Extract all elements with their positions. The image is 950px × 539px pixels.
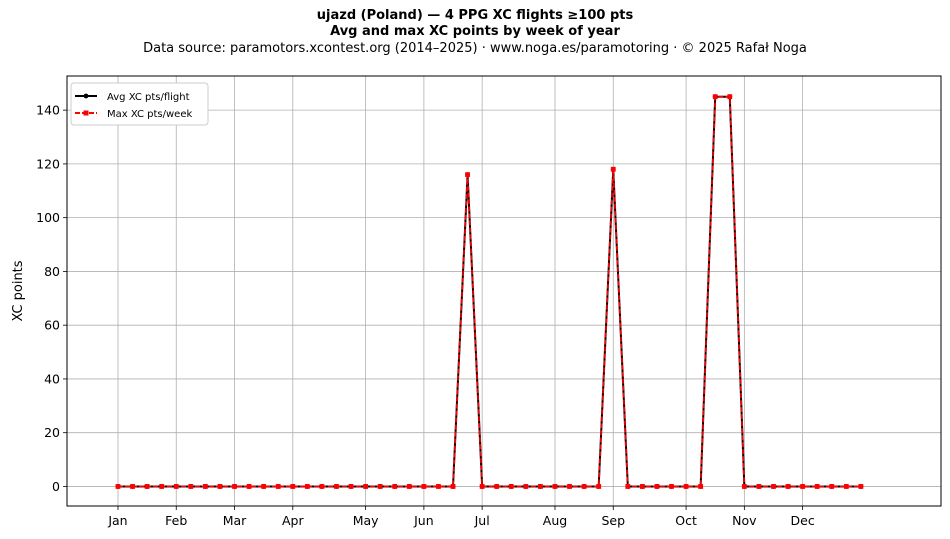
- max-point: [159, 484, 165, 489]
- series-avg-xc-pts-per-flight: [115, 94, 864, 489]
- max-point: [683, 484, 689, 489]
- x-tick-label: Sep: [601, 513, 625, 528]
- max-point: [130, 484, 135, 489]
- max-point: [596, 484, 602, 489]
- max-point: [115, 484, 121, 489]
- max-point: [188, 484, 194, 489]
- max-point: [654, 484, 660, 489]
- max-point: [843, 484, 849, 489]
- max-point: [421, 484, 427, 489]
- max-point: [348, 484, 354, 489]
- max-point: [552, 484, 558, 489]
- max-point: [698, 484, 704, 489]
- max-series-line: [117, 95, 861, 488]
- max-point: [610, 166, 616, 172]
- legend-max-marker: [83, 110, 89, 116]
- legend-max-label: Max XC pts/week: [107, 109, 192, 120]
- max-point: [785, 484, 791, 489]
- data-source-note: Data source: paramotors.xcontest.org (20…: [143, 41, 807, 56]
- max-point: [465, 172, 470, 178]
- y-tick-label: 60: [44, 318, 60, 333]
- max-point: [392, 484, 398, 489]
- max-point: [523, 484, 529, 489]
- max-point: [858, 484, 864, 489]
- chart-title: ujazd (Poland) — 4 PPG XC flights ≥100 p…: [316, 8, 634, 23]
- series-max-xc-pts-per-week: [115, 94, 864, 489]
- max-point: [406, 484, 412, 489]
- max-point: [377, 484, 383, 489]
- max-point: [290, 484, 296, 489]
- y-tick-label: 120: [36, 156, 60, 171]
- max-point: [581, 484, 587, 489]
- chart-titles: ujazd (Poland) — 4 PPG XC flights ≥100 p…: [0, 8, 950, 58]
- x-tick-label: Apr: [282, 513, 304, 528]
- plot-frame: [66, 75, 942, 507]
- y-axis-label: XC points: [11, 260, 26, 321]
- max-point: [771, 484, 776, 489]
- max-point: [450, 484, 456, 489]
- max-point: [800, 484, 806, 489]
- max-point: [232, 484, 237, 489]
- max-point: [363, 484, 369, 489]
- avg-series-line: [117, 95, 861, 488]
- x-tick-label: Oct: [675, 513, 697, 528]
- max-point: [202, 484, 208, 489]
- legend-avg-label: Avg XC pts/flight: [107, 92, 190, 103]
- max-point: [173, 484, 179, 489]
- legend-avg-marker: [83, 93, 89, 99]
- max-point: [756, 484, 762, 489]
- max-point: [217, 484, 223, 489]
- y-tick-label: 20: [44, 425, 60, 440]
- series-layer: [115, 94, 864, 489]
- max-point: [829, 484, 835, 489]
- max-point: [727, 94, 733, 100]
- max-point: [275, 484, 281, 489]
- max-point: [494, 484, 500, 489]
- max-point: [319, 484, 325, 489]
- max-point: [669, 484, 674, 489]
- x-tick-label: Jan: [107, 513, 127, 528]
- x-tick-label: Nov: [732, 513, 757, 528]
- max-point: [436, 484, 441, 489]
- x-axis-ticks: Jan Feb Mar Apr May Jun Jul Aug Sep Oct Nov Dec: [107, 506, 815, 528]
- x-tick-label: Aug: [543, 513, 567, 528]
- max-point: [508, 484, 514, 489]
- max-point: [741, 484, 747, 489]
- x-tick-label: Dec: [791, 513, 815, 528]
- max-point: [639, 484, 645, 489]
- max-point: [334, 484, 339, 489]
- max-point: [304, 484, 310, 489]
- max-point: [567, 484, 572, 489]
- max-point: [814, 484, 820, 489]
- legend-box: [70, 82, 209, 126]
- x-tick-label: May: [353, 513, 379, 528]
- x-tick-label: Jun: [413, 513, 434, 528]
- max-point: [144, 484, 150, 489]
- max-point: [479, 484, 485, 489]
- y-tick-label: 40: [44, 371, 60, 386]
- y-axis-ticks: 0 20 40 60 80 100 120 140: [36, 103, 67, 494]
- max-point: [712, 94, 718, 100]
- legend: Avg XC pts/flight Max XC pts/week: [70, 82, 209, 126]
- y-tick-label: 80: [44, 264, 60, 279]
- x-tick-label: Feb: [165, 513, 187, 528]
- x-tick-label: Jul: [474, 513, 490, 528]
- grid-lines: [67, 76, 941, 506]
- chart-subtitle: Avg and max XC points by week of year: [330, 24, 620, 39]
- y-tick-label: 100: [36, 210, 60, 225]
- max-point: [625, 484, 631, 489]
- max-point: [261, 484, 267, 489]
- max-point: [538, 484, 543, 489]
- max-point: [246, 484, 252, 489]
- x-tick-label: Mar: [223, 513, 247, 528]
- y-tick-label: 0: [52, 479, 60, 494]
- y-tick-label: 140: [36, 103, 60, 118]
